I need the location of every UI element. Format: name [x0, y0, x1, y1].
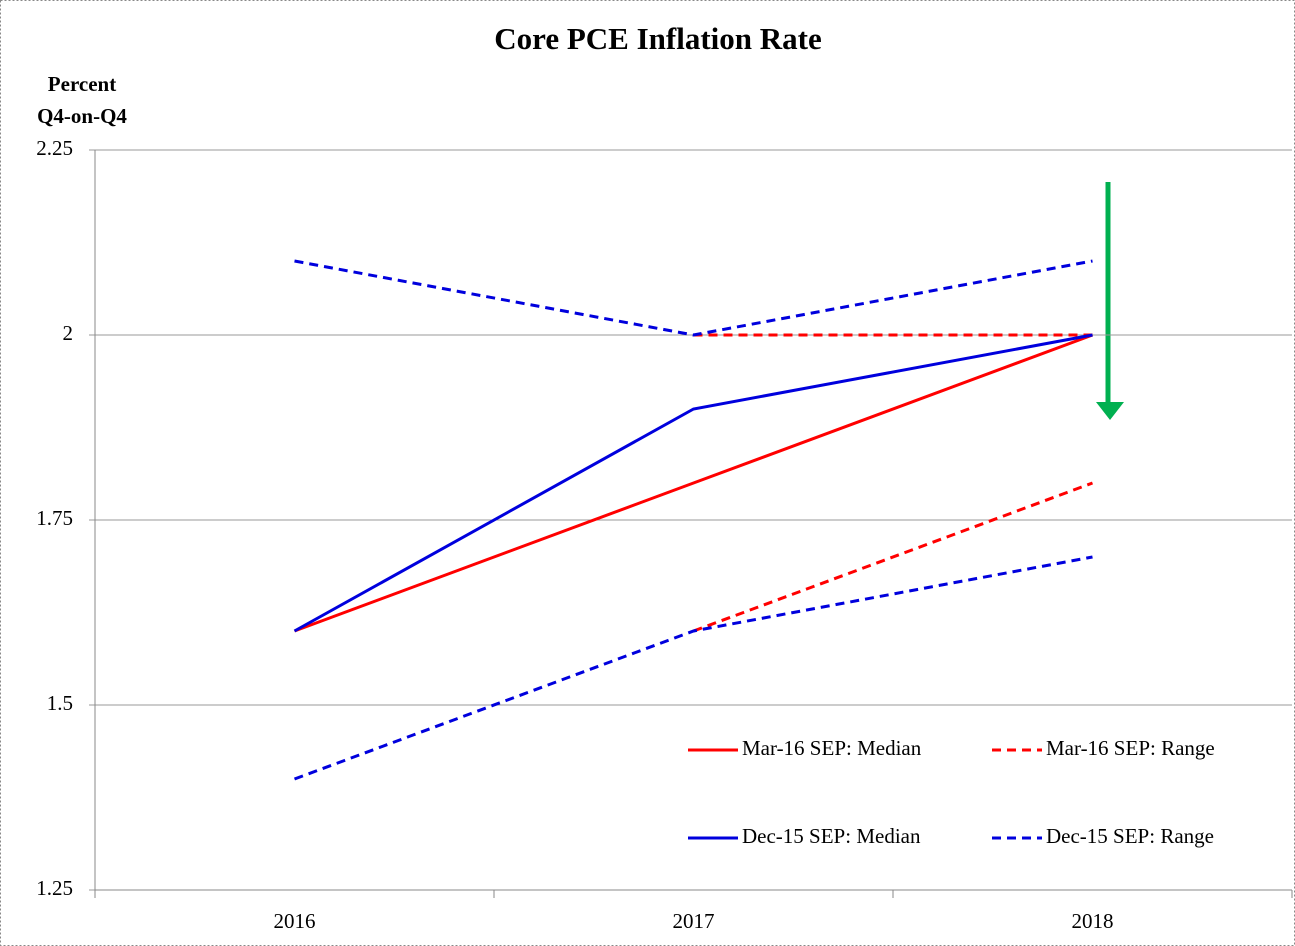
y-tick-label: 1.5 — [47, 691, 73, 715]
series-line — [692, 481, 1094, 633]
chart-title: Core PCE Inflation Rate — [494, 21, 821, 56]
legend-label: Mar-16 SEP: Range — [1046, 736, 1215, 760]
y-tick-label: 1.75 — [36, 506, 73, 530]
x-tick-label: 2016 — [274, 909, 316, 933]
legend-label: Dec-15 SEP: Range — [1046, 824, 1214, 848]
x-tick-label: 2017 — [673, 909, 715, 933]
x-tick-label: 2018 — [1072, 909, 1114, 933]
y-tick-label: 2 — [63, 321, 74, 345]
legend-label: Mar-16 SEP: Median — [742, 736, 922, 760]
legend-label: Dec-15 SEP: Median — [742, 824, 921, 848]
annotation-arrow — [1096, 182, 1124, 420]
y-axis-label: Percent — [48, 72, 116, 96]
series-line — [293, 555, 1093, 781]
series-line — [294, 259, 1093, 337]
series-line — [293, 333, 1094, 633]
series-line — [293, 333, 1093, 633]
y-tick-label: 1.25 — [36, 876, 73, 900]
y-axis-label: Q4-on-Q4 — [37, 104, 127, 128]
y-tick-label: 2.25 — [36, 136, 73, 160]
